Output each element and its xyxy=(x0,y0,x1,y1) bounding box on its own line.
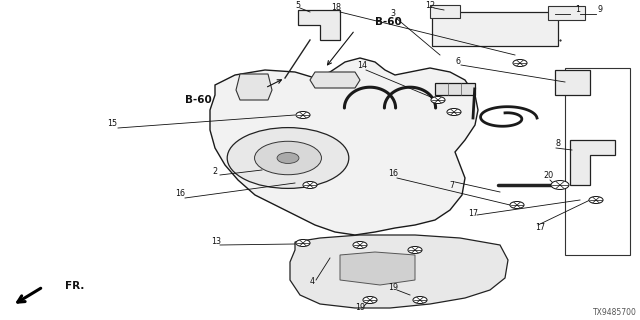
Circle shape xyxy=(513,60,527,67)
Text: 7: 7 xyxy=(449,180,454,189)
Text: 6: 6 xyxy=(456,57,461,66)
Text: 19: 19 xyxy=(355,303,365,313)
Text: 2: 2 xyxy=(212,167,218,177)
Text: 9: 9 xyxy=(597,5,603,14)
Polygon shape xyxy=(310,72,360,88)
Text: 17: 17 xyxy=(468,209,478,218)
Circle shape xyxy=(447,108,461,116)
Polygon shape xyxy=(432,12,558,46)
Polygon shape xyxy=(340,252,415,285)
Polygon shape xyxy=(210,58,478,235)
Circle shape xyxy=(277,153,299,164)
Circle shape xyxy=(589,196,603,204)
Text: 15: 15 xyxy=(107,119,117,129)
Circle shape xyxy=(551,180,569,189)
Text: 14: 14 xyxy=(357,61,367,70)
Circle shape xyxy=(431,96,445,104)
Text: 12: 12 xyxy=(425,1,435,10)
Polygon shape xyxy=(290,235,508,308)
Text: 13: 13 xyxy=(211,236,221,245)
Circle shape xyxy=(255,141,321,175)
Circle shape xyxy=(363,296,377,303)
Text: 8: 8 xyxy=(556,139,561,148)
Bar xyxy=(435,83,475,95)
Text: 17: 17 xyxy=(535,223,545,233)
Circle shape xyxy=(408,246,422,253)
Text: 3: 3 xyxy=(390,9,396,18)
Polygon shape xyxy=(555,70,590,95)
Circle shape xyxy=(227,128,349,188)
Text: TX9485700: TX9485700 xyxy=(593,308,637,317)
Circle shape xyxy=(510,202,524,209)
Polygon shape xyxy=(430,5,460,18)
Polygon shape xyxy=(298,10,340,40)
Circle shape xyxy=(296,239,310,246)
Circle shape xyxy=(303,181,317,188)
Text: 4: 4 xyxy=(310,277,314,286)
Circle shape xyxy=(296,111,310,118)
Text: 16: 16 xyxy=(388,169,398,178)
Polygon shape xyxy=(570,140,615,185)
Text: 16: 16 xyxy=(175,189,185,198)
Text: 20: 20 xyxy=(543,171,553,180)
Text: FR.: FR. xyxy=(65,281,84,291)
Circle shape xyxy=(413,296,427,303)
Text: B-60: B-60 xyxy=(184,95,211,105)
Text: 18: 18 xyxy=(331,4,341,12)
Polygon shape xyxy=(236,74,272,100)
Text: B-60: B-60 xyxy=(374,17,401,27)
Polygon shape xyxy=(548,6,585,20)
Text: 19: 19 xyxy=(388,284,398,292)
Text: 1: 1 xyxy=(575,5,580,14)
Circle shape xyxy=(353,242,367,249)
Text: 5: 5 xyxy=(296,1,301,10)
